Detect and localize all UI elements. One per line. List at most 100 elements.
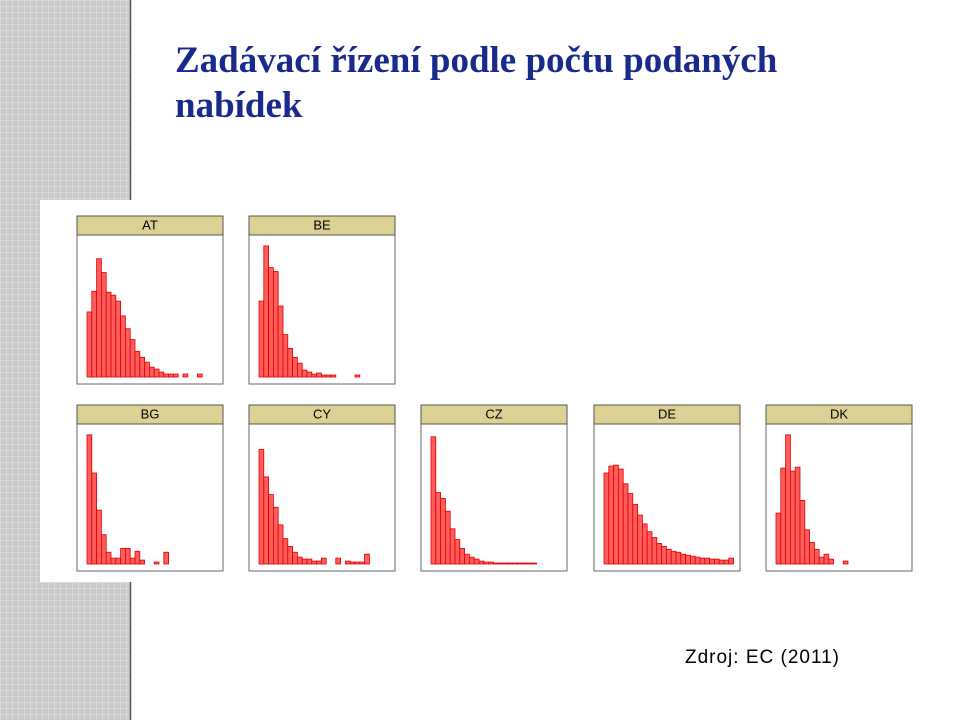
title: Zadávací řízení podle počtu podaných [175,40,778,81]
bar [316,560,322,565]
bar [694,556,701,565]
bar [468,556,475,565]
bar [182,373,189,378]
bar [488,561,494,565]
bar [723,559,730,565]
bar [459,547,465,565]
bar [139,356,146,378]
bar [96,509,102,565]
bar [129,339,136,378]
bar [502,562,509,565]
bar [632,503,638,565]
bar [699,557,706,565]
bar [115,300,122,378]
bar [430,436,437,565]
bar [282,334,289,378]
bar [311,373,317,378]
panel: BE [248,215,396,385]
bar [320,557,327,565]
bar [354,561,361,565]
bar [526,562,533,565]
bar [814,548,820,565]
bar [144,361,150,378]
bar [96,258,102,378]
bar [775,512,782,565]
bar [134,550,141,565]
panel-header [765,404,913,425]
panel: AT [76,215,224,385]
panel-header [593,404,741,425]
panel-label: CZ [485,406,502,421]
bar [101,272,107,378]
bar [153,368,160,378]
bar [728,557,734,565]
bar [268,494,274,565]
bar [277,305,284,378]
bar [517,562,523,565]
bar [330,374,337,378]
panels: AT BE BG CY CZ DE DK [76,215,913,572]
bar [282,538,289,565]
bar [320,374,327,378]
bar [268,267,274,378]
bar [196,373,203,378]
bar [125,547,131,565]
panel-label: DK [830,406,848,421]
panel-label: DE [658,406,676,421]
bar [823,553,830,565]
bar [842,560,849,565]
bar [685,554,691,565]
bar [296,362,303,378]
bar [263,476,269,565]
bar [804,529,810,565]
bar [714,558,720,565]
bar [120,547,126,565]
bar [661,545,667,565]
bar [101,534,107,565]
bar [670,550,677,565]
bar [613,464,619,565]
panel: CZ [420,404,568,572]
bar [349,561,356,565]
bar [129,557,136,565]
bar [263,245,269,378]
bar [344,560,351,565]
bar [622,483,629,565]
bar [618,468,624,565]
bar [258,300,265,378]
bar [306,371,313,378]
panel: DE [593,404,741,572]
source: Zdroj: EC (2011) [685,647,840,668]
bar [139,559,146,565]
bar [110,557,117,565]
bar [105,291,112,378]
panel-label: BG [141,406,160,421]
bar [449,528,456,565]
bar [287,348,293,378]
panel-label: BE [313,217,331,232]
bar [608,465,614,565]
bar [521,562,528,565]
bar [277,524,284,565]
bar [301,558,308,565]
bar [272,506,279,565]
bar [163,373,170,378]
bar [709,558,715,565]
bar [287,545,293,565]
bar [316,372,322,378]
bar [435,492,441,565]
bar [364,553,370,565]
bar [642,523,648,565]
bar [153,561,160,565]
panel: DK [765,404,913,572]
bar [603,472,610,565]
panel: BG [76,404,224,572]
title: nabídek [175,85,303,126]
bar [306,558,313,565]
bar [354,374,361,378]
bar [444,510,451,565]
bar [666,548,672,565]
bar [148,366,155,378]
panel: CY [248,404,396,572]
